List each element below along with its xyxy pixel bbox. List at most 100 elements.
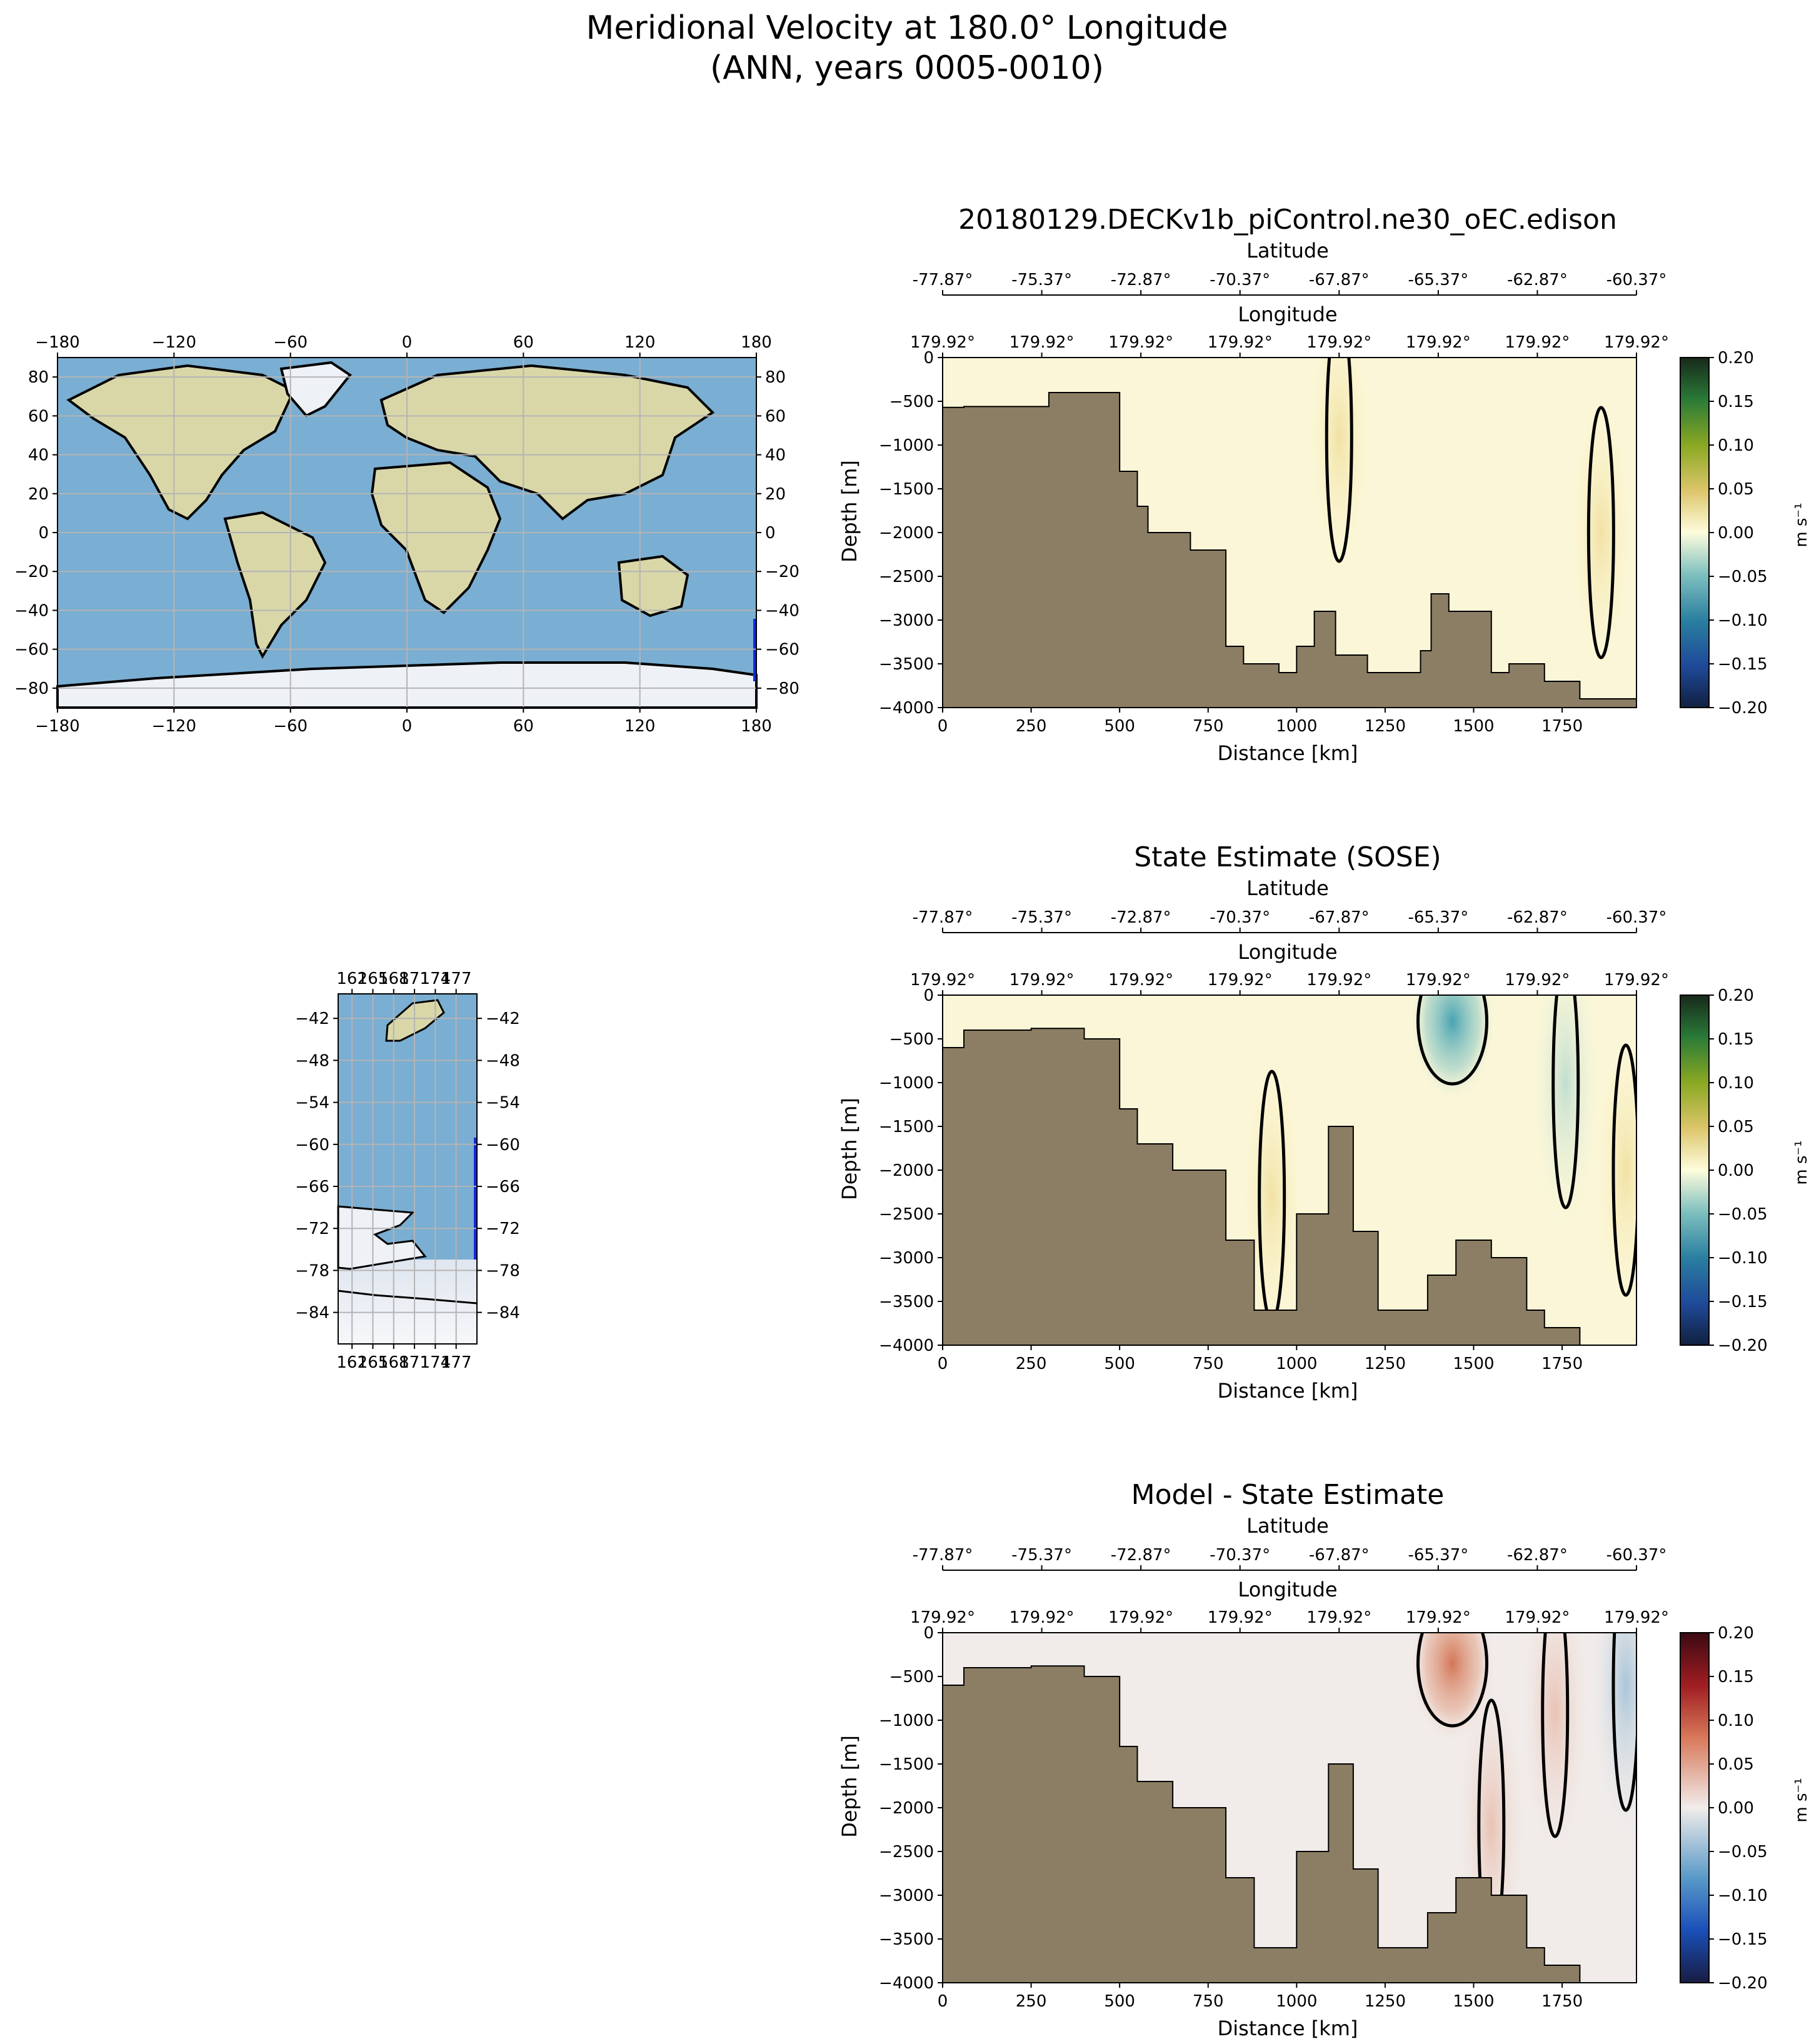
model-colorbar-tick-label: 0.05 [1718, 480, 1754, 499]
model-x-tick-label: 500 [1104, 717, 1135, 736]
difference-longitude-tick-label: 179.92° [1604, 1608, 1669, 1627]
difference-colorbar-label: m s⁻¹ [1792, 1778, 1811, 1822]
sose-panel-title: State Estimate (SOSE) [1134, 841, 1441, 873]
model-panel: 20180129.DECKv1b_piControl.ne30_oEC.edis… [838, 204, 1811, 765]
difference-latitude-axis-label: Latitude [1246, 1514, 1329, 1538]
difference-panel-title: Model - State Estimate [1131, 1479, 1445, 1511]
sose-latitude-tick-label: -77.87° [913, 908, 973, 927]
sose-colorbar-tick-label: 0.10 [1718, 1074, 1754, 1093]
model-latitude-tick-label: -72.87° [1111, 271, 1171, 289]
difference-bathymetry [943, 1665, 1636, 1983]
difference-colorbar-tick-label: 0.00 [1718, 1799, 1754, 1818]
world-map-lat-label: −80 [765, 679, 799, 698]
world-map-lat-ticks-right: 80 60 40 20 0 −20 −40 −60 −80 [756, 368, 799, 698]
sose-velocity-anomaly [1408, 995, 1496, 1103]
model-colorbar-label: m s⁻¹ [1792, 503, 1811, 547]
model-latitude-tick-label: -77.87° [913, 271, 973, 289]
inset-map-lon-label: 165 [358, 1353, 389, 1372]
inset-map-lon-label: 171 [399, 1353, 430, 1372]
model-longitude-tick-label: 179.92° [1108, 333, 1173, 352]
world-map-lon-label: 120 [624, 333, 656, 352]
sose-longitude-tick-label: 179.92° [1108, 971, 1173, 989]
sose-ylabel: Depth [m] [838, 1098, 861, 1200]
difference-y-tick-label: −1000 [879, 1711, 934, 1730]
inset-map-lon-label: 162 [336, 969, 368, 988]
inset-map-lon-label: 177 [441, 969, 472, 988]
inset-map-lat-label: −54 [486, 1094, 520, 1113]
world-map-lat-label: −40 [765, 601, 799, 620]
model-y-tick-label: −500 [889, 393, 934, 411]
model-colorbar-tick-label: 0.15 [1718, 393, 1754, 411]
difference-x-tick-label: 500 [1104, 1992, 1135, 2011]
model-zero-contour [1325, 358, 1353, 563]
difference-y-tick-label: −2500 [879, 1843, 934, 1861]
world-map-lon-label: 60 [513, 333, 534, 352]
world-map-lon-label: −180 [35, 717, 79, 736]
sose-colorbar-tick-label: 0.05 [1718, 1118, 1754, 1136]
difference-y-tick-label: −3500 [879, 1930, 934, 1949]
figure-title-line2: (ANN, years 0005-0010) [710, 49, 1104, 87]
inset-map-lat-ticks-left: −42 −48 −54 −60 −66 −72 −78 −84 [295, 1009, 338, 1323]
difference-longitude-tick-label: 179.92° [1505, 1608, 1570, 1627]
inset-map-lon-label: 171 [399, 969, 430, 988]
world-map-lon-label: 0 [402, 333, 413, 352]
difference-x-tick-label: 750 [1193, 1992, 1224, 2011]
inset-map-lat-label: −84 [486, 1304, 520, 1323]
model-latitude-tick-label: -60.37° [1606, 271, 1667, 289]
sose-latitude-tick-label: -72.87° [1111, 908, 1171, 927]
difference-panel: Model - State Estimate Latitude Longitud… [838, 1479, 1811, 2040]
difference-y-tick-label: 0 [923, 1624, 934, 1643]
world-map-lon-label: 120 [624, 717, 656, 736]
model-colorbar-tick-label: 0.20 [1718, 349, 1754, 368]
model-bathymetry [943, 392, 1636, 708]
model-y-tick-label: 0 [923, 349, 934, 368]
sose-colorbar-label: m s⁻¹ [1792, 1140, 1811, 1185]
sose-x-tick-label: 500 [1104, 1355, 1135, 1373]
inset-map-antarctic-coast [337, 1205, 427, 1270]
difference-latitude-tick-label: -60.37° [1606, 1546, 1667, 1565]
world-map-lon-label: 180 [741, 333, 772, 352]
model-y-tick-label: −2000 [879, 524, 934, 543]
model-x-tick-label: 1750 [1541, 717, 1583, 736]
sose-x-tick-label: 250 [1016, 1355, 1047, 1373]
model-y-tick-label: −3000 [879, 611, 934, 630]
difference-latitude-tick-label: -70.37° [1210, 1546, 1270, 1565]
world-map-lat-label: 40 [765, 446, 786, 465]
model-longitude-tick-label: 179.92° [1406, 333, 1471, 352]
world-map-lon-label: −120 [152, 333, 196, 352]
world-map-lon-label: −180 [35, 333, 79, 352]
difference-colorbar-tick-label: −0.15 [1718, 1930, 1768, 1949]
model-colorbar-tick-label: −0.20 [1718, 699, 1768, 718]
sose-latitude-tick-label: -70.37° [1210, 908, 1270, 927]
model-longitude-tick-label: 179.92° [1208, 333, 1273, 352]
world-map-lat-label: −40 [14, 601, 49, 620]
difference-colorbar-tick-label: −0.20 [1718, 1974, 1768, 1993]
sose-x-tick-label: 1000 [1276, 1355, 1317, 1373]
sose-longitude-axis-label: Longitude [1238, 940, 1337, 964]
difference-latitude-tick-label: -77.87° [913, 1546, 973, 1565]
model-x-tick-label: 1250 [1365, 717, 1406, 736]
sose-colorbar-tick-label: −0.15 [1718, 1293, 1768, 1311]
world-map-lat-label: 80 [765, 368, 786, 387]
difference-velocity-anomaly [1588, 1633, 1636, 1848]
world-map-lat-label: −20 [765, 563, 799, 581]
inset-map-frame [338, 993, 478, 1345]
difference-x-tick-label: 1000 [1276, 1992, 1317, 2011]
world-map-lon-label: 180 [741, 717, 772, 736]
difference-colorbar-tick-label: 0.15 [1718, 1668, 1754, 1686]
inset-map-lon-label: 168 [378, 969, 409, 988]
inset-map-lat-label: −78 [295, 1261, 329, 1280]
model-colorbar-tick-label: 0.00 [1718, 524, 1754, 543]
inset-map-lat-label: −72 [295, 1220, 329, 1238]
difference-colorbar-tick-label: −0.05 [1718, 1843, 1768, 1861]
model-y-tick-label: −2500 [879, 568, 934, 586]
sose-latitude-tick-label: -60.37° [1606, 908, 1667, 927]
difference-zero-contour [1611, 1633, 1636, 1812]
difference-x-tick-label: 1500 [1453, 1992, 1494, 2011]
difference-colorbar-tick-label: 0.20 [1718, 1624, 1754, 1643]
model-zero-contour [1586, 406, 1615, 659]
world-map-lat-label: −80 [14, 679, 49, 698]
difference-velocity-anomaly [1517, 1633, 1593, 1874]
